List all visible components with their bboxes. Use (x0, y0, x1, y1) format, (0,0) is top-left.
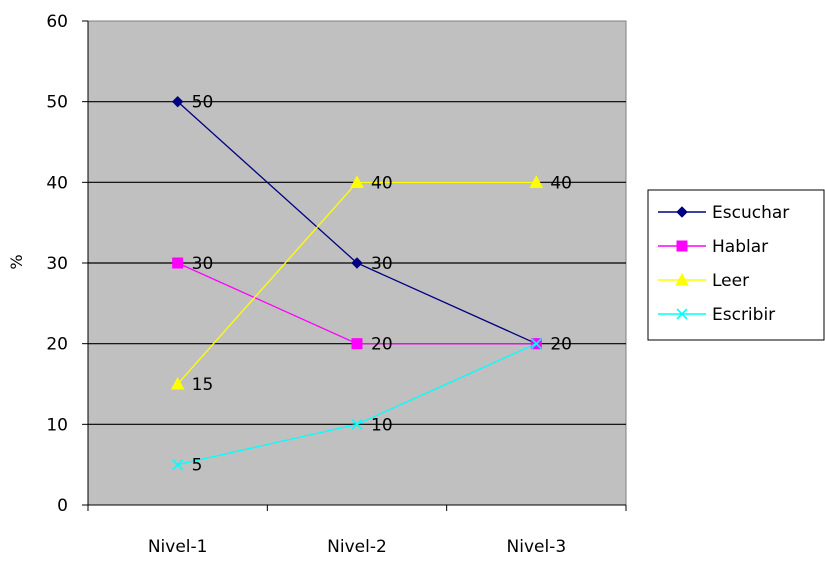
point-hablar (172, 257, 184, 269)
y-tick-label: 0 (57, 496, 68, 516)
x-tick-label: Nivel-1 (148, 537, 208, 557)
legend-label-escuchar: Escuchar (712, 203, 789, 223)
legend: Escuchar Hablar Leer Escribir (647, 189, 825, 341)
marker-stroke (351, 418, 363, 430)
y-axis-title: % (7, 254, 26, 269)
legend-box (647, 189, 825, 341)
data-label-hablar: 20 (371, 335, 393, 355)
series-layer (170, 95, 544, 471)
data-label-leer: 40 (550, 173, 572, 193)
legend-marker-escuchar (676, 206, 688, 218)
legend-marker-hablar (676, 240, 688, 252)
point-leer (350, 175, 364, 188)
legend-label-leer: Leer (712, 271, 749, 291)
axes: 0 10 20 30 40 50 60 Nivel-1 Nivel-2 Nivel-3% (7, 12, 627, 557)
data-label-escribir: 10 (371, 415, 393, 435)
y-tick-label: 30 (46, 254, 68, 274)
y-tick-label: 10 (46, 415, 68, 435)
data-label-escuchar: 50 (192, 93, 214, 113)
x-tick-label: Nivel-2 (327, 537, 387, 557)
point-escuchar (351, 257, 363, 269)
data-label-leer: 15 (192, 375, 214, 395)
point-hablar (351, 338, 363, 350)
point-leer (170, 376, 185, 390)
y-tick-label: 40 (46, 173, 68, 193)
point-escuchar (171, 95, 184, 108)
y-tick-label: 50 (46, 93, 68, 113)
data-labels: 50 30 30 20 20 15 40 40 5 10 (192, 93, 572, 476)
point-escribir (351, 418, 363, 430)
data-label-escribir: 5 (192, 456, 203, 476)
data-label-hablar: 30 (192, 254, 214, 274)
marker-stroke (530, 338, 542, 350)
legend-marker-escribir (676, 308, 688, 320)
data-label-hablar: 20 (550, 335, 572, 355)
marker-stroke (676, 308, 688, 320)
point-escribir (530, 338, 542, 350)
data-label-escuchar: 30 (371, 254, 393, 274)
legend-label-hablar: Hablar (712, 237, 768, 257)
legend-marker-leer (675, 272, 689, 286)
point-escribir (172, 459, 184, 471)
data-label-leer: 40 (371, 173, 393, 193)
y-tick-label: 60 (46, 12, 68, 32)
point-leer (529, 175, 544, 188)
legend-label-escribir: Escribir (712, 305, 775, 325)
y-tick-label: 20 (46, 335, 68, 355)
x-tick-label: Nivel-3 (507, 537, 567, 557)
marker-stroke (172, 459, 184, 471)
